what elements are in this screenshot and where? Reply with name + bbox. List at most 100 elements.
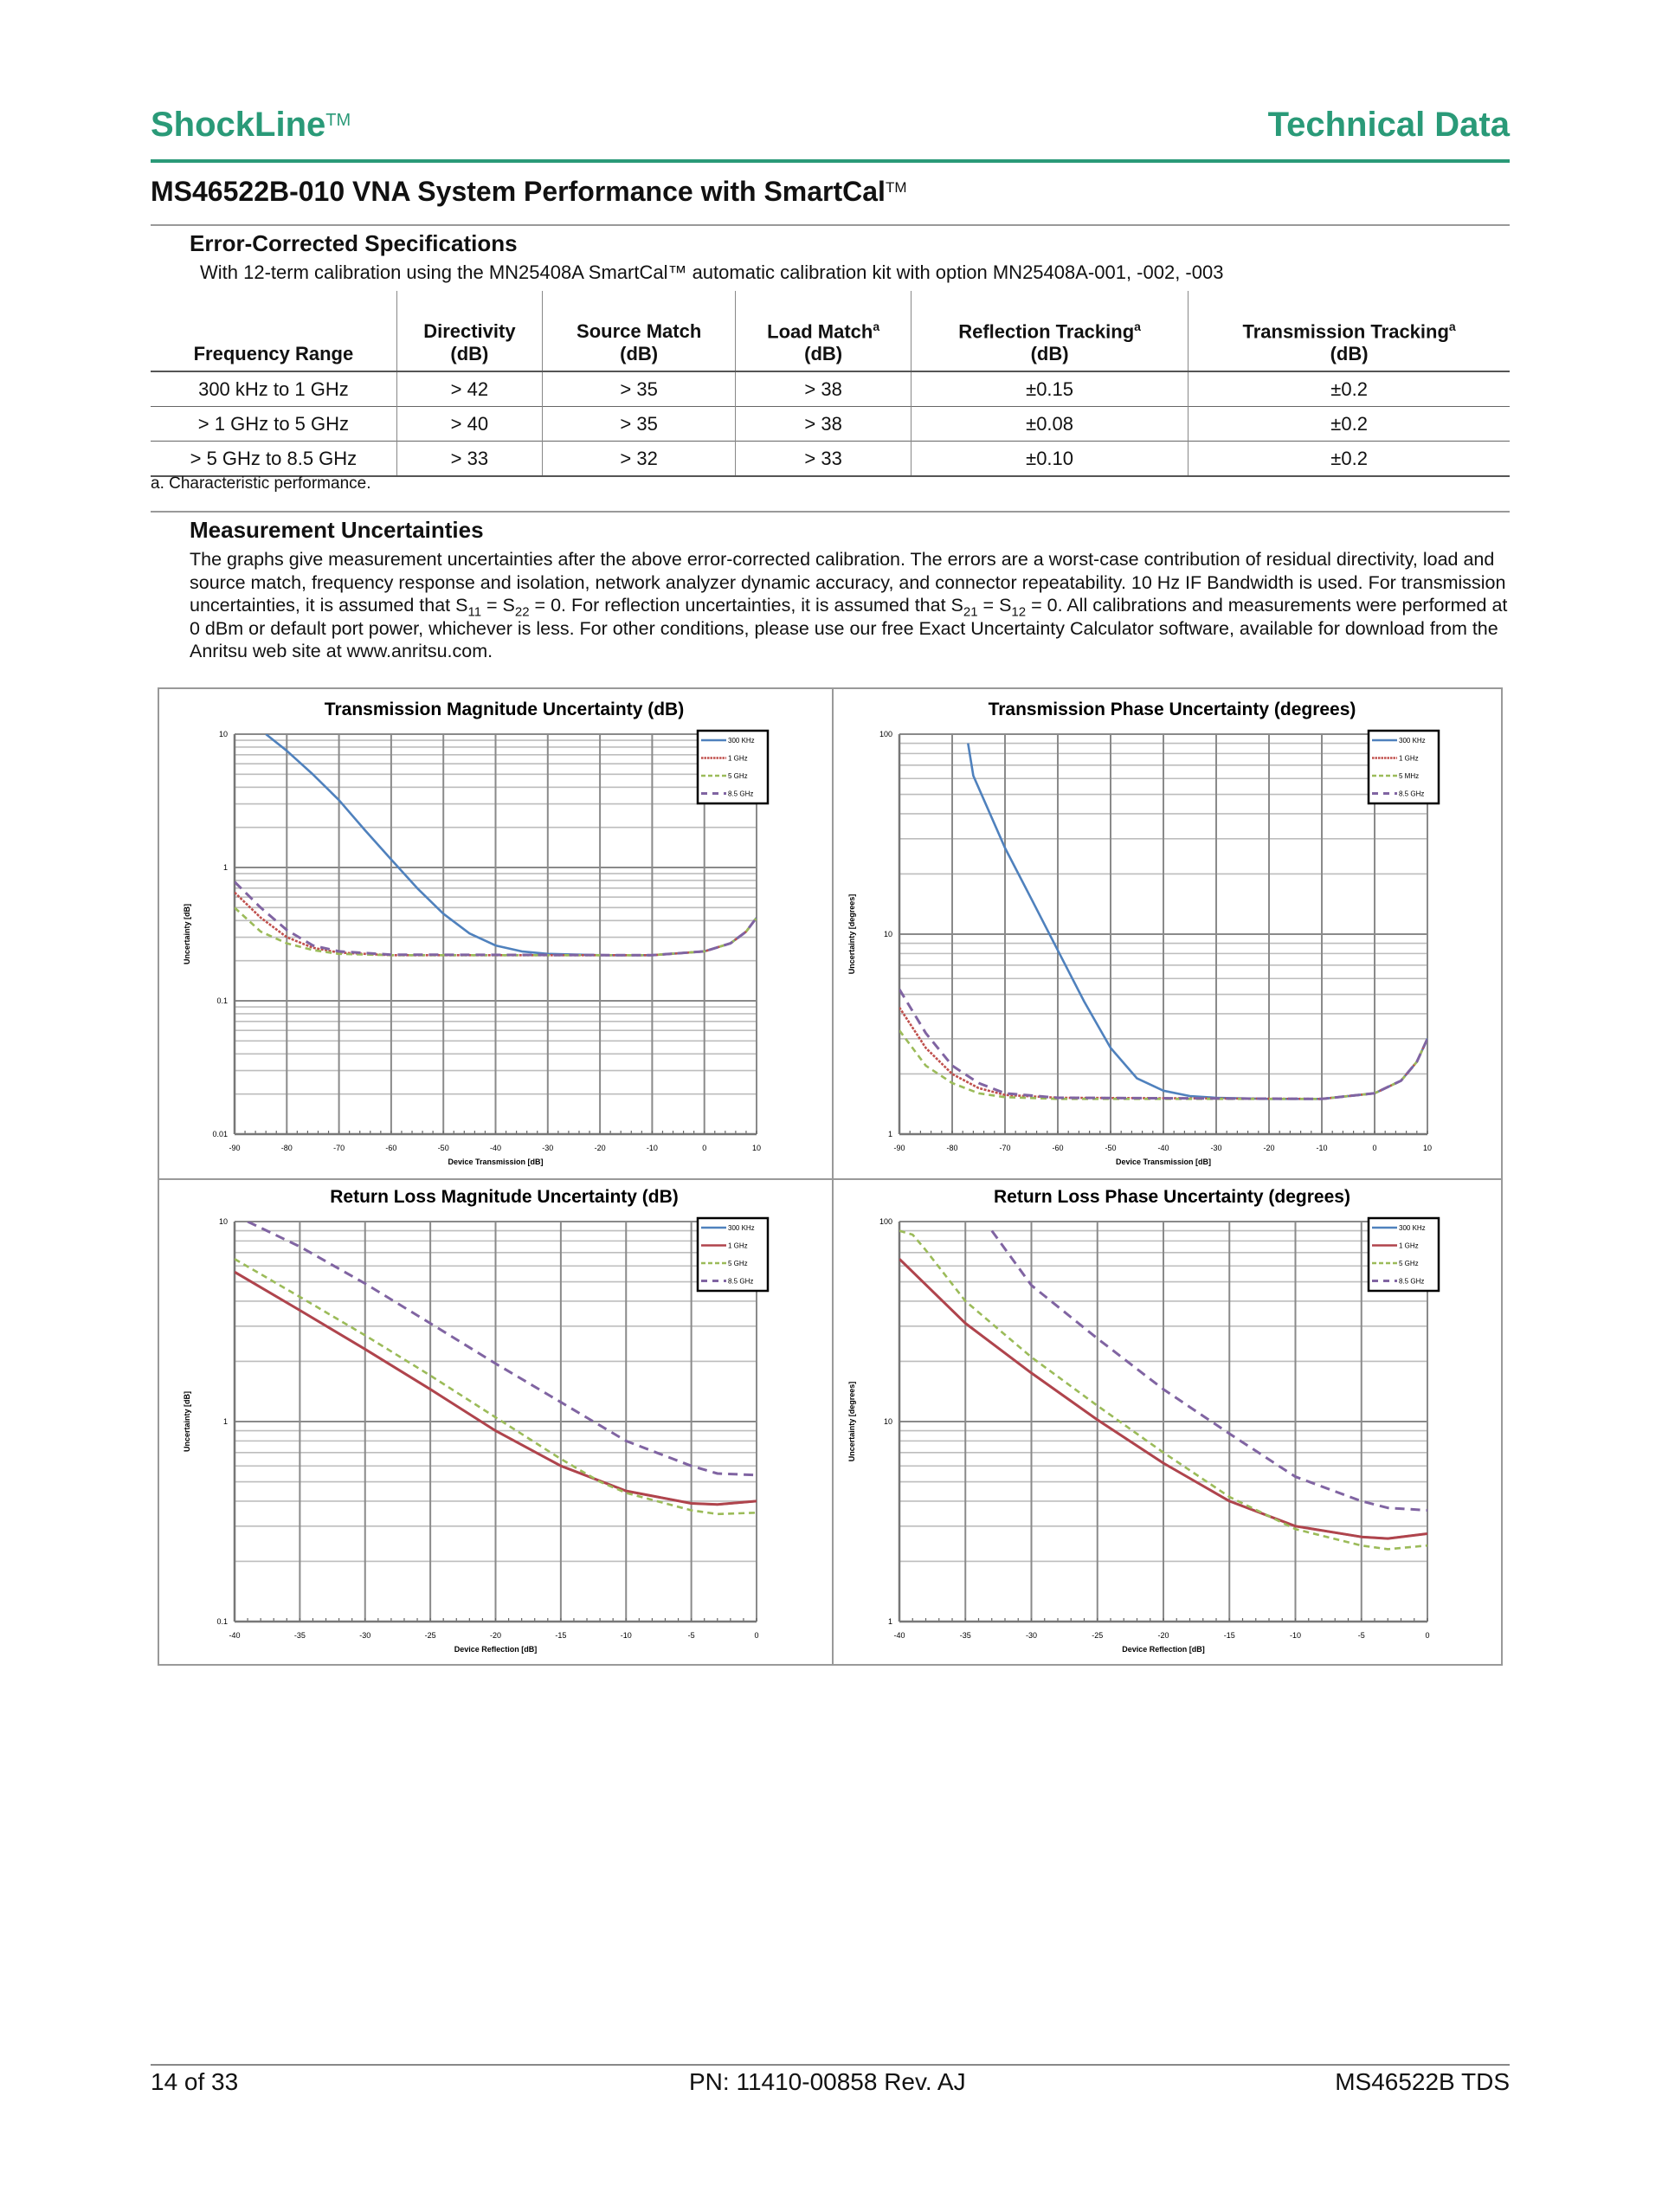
document-name: MS46522B TDS xyxy=(1335,2068,1510,2095)
table-cell: ±0.10 xyxy=(910,441,1189,477)
series-line-5-ghz xyxy=(899,1229,1427,1551)
footnote-marker: a xyxy=(873,319,880,333)
series-line-300-khz xyxy=(967,743,1427,1100)
section-subtitle: With 12-term calibration using the MN254… xyxy=(200,261,1224,283)
table-cell: > 42 xyxy=(396,371,543,407)
series-line-5-ghz xyxy=(235,1258,757,1516)
paragraph-text: = S xyxy=(481,595,515,616)
x-tick-label: -40 xyxy=(1157,1144,1169,1152)
column-header: Frequency Range xyxy=(151,291,397,372)
paragraph-text: = S xyxy=(977,595,1012,616)
x-tick-label: -70 xyxy=(333,1144,345,1152)
x-axis-title: Device Reflection [dB] xyxy=(1122,1645,1205,1654)
chart-grid: Transmission Magnitude Uncertainty (dB) 0… xyxy=(158,687,1503,1666)
y-tick-label: 0.1 xyxy=(216,1617,228,1626)
table-cell: > 33 xyxy=(735,441,912,477)
part-number: PN: 11410-00858 Rev. AJ xyxy=(689,2068,966,2095)
legend-label: 1 GHz xyxy=(728,755,748,763)
legend-label: 8.5 GHz xyxy=(728,790,753,798)
x-axis-title: Device Transmission [dB] xyxy=(448,1158,543,1166)
chart-title: Return Loss Phase Uncertainty (degrees) xyxy=(994,1187,1350,1207)
chart-legend: 300 KHz 1 GHz 5 GHz 8.5 GHz xyxy=(696,1216,770,1293)
chart-legend: 300 KHz 1 GHz 5 GHz 8.5 GHz xyxy=(1367,1216,1440,1293)
x-tick-label: 0 xyxy=(702,1144,706,1152)
x-tick-label: 0 xyxy=(754,1631,758,1640)
measurement-paragraph: The graphs give measurement uncertaintie… xyxy=(190,548,1514,663)
y-tick-label: 1 xyxy=(888,1130,892,1138)
x-tick-label: -30 xyxy=(359,1631,370,1640)
table-footnote: a. Characteristic performance. xyxy=(151,474,371,493)
brand-name: ShockLine xyxy=(151,106,326,144)
legend-label: 1 GHz xyxy=(1399,755,1419,763)
section-heading-measurement: Measurement Uncertainties xyxy=(190,517,484,543)
column-label: Directivity xyxy=(423,320,516,342)
paragraph-text: The graphs give measurement uncertaintie… xyxy=(190,549,1506,616)
table-cell: > 33 xyxy=(396,441,543,477)
legend-label: 8.5 GHz xyxy=(1399,1278,1424,1286)
series-line-1-ghz xyxy=(899,1258,1427,1540)
chart-legend: 300 KHz 1 GHz 5 GHz 8.5 GHz xyxy=(696,729,770,805)
x-tick-label: -40 xyxy=(229,1631,240,1640)
legend-label: 300 KHz xyxy=(1399,737,1426,745)
y-axis-title: Uncertainty [dB] xyxy=(183,1391,191,1452)
subscript: 12 xyxy=(1011,604,1027,620)
legend-label: 8.5 GHz xyxy=(728,1278,753,1286)
legend-label: 5 MHz xyxy=(1399,772,1419,780)
column-unit: (dB) xyxy=(620,343,659,364)
section-heading-error-corrected: Error-Corrected Specifications xyxy=(190,230,518,256)
y-tick-label: 10 xyxy=(884,930,892,938)
table-cell: ±0.15 xyxy=(910,371,1189,407)
legend-label: 300 KHz xyxy=(728,1224,755,1232)
table-cell: > 32 xyxy=(541,441,736,477)
column-label: Load Match xyxy=(767,320,873,342)
column-header: Reflection Trackinga (dB) xyxy=(910,291,1189,372)
x-axis-title: Device Reflection [dB] xyxy=(454,1645,538,1654)
table-cell: ±0.2 xyxy=(1188,406,1510,442)
table-cell: > 35 xyxy=(541,406,736,442)
legend-label: 300 KHz xyxy=(1399,1224,1426,1232)
x-tick-label: -40 xyxy=(490,1144,501,1152)
y-axis-title: Uncertainty [dB] xyxy=(183,904,191,964)
y-tick-label: 100 xyxy=(879,1217,892,1226)
table-cell: ±0.2 xyxy=(1188,441,1510,477)
x-tick-label: -20 xyxy=(595,1144,606,1152)
y-tick-label: 10 xyxy=(884,1417,892,1426)
y-tick-label: 10 xyxy=(219,730,228,738)
y-axis-title: Uncertainty [degrees] xyxy=(847,894,856,975)
table-header-row: Frequency Range Directivity (dB) Source Mat… xyxy=(151,291,1510,372)
x-tick-label: -30 xyxy=(1210,1144,1221,1152)
column-header: Source Match (dB) xyxy=(541,291,736,372)
legend-label: 5 GHz xyxy=(1399,1260,1419,1267)
x-tick-label: -5 xyxy=(688,1631,695,1640)
paragraph-text: = 0. For reflection uncertainties, it is… xyxy=(529,595,963,616)
x-tick-label: -15 xyxy=(555,1631,566,1640)
x-tick-label: -90 xyxy=(229,1144,240,1152)
subscript: 21 xyxy=(963,604,978,620)
chart-title: Transmission Phase Uncertainty (degrees) xyxy=(989,700,1356,719)
trademark: TM xyxy=(885,179,907,196)
section-divider xyxy=(151,511,1510,513)
y-axis-title: Uncertainty [degrees] xyxy=(847,1382,856,1462)
series-line-8-5-ghz xyxy=(990,1229,1427,1512)
table-row: > 5 GHz to 8.5 GHz > 33 > 32 > 33 ±0.10 ±0.2 xyxy=(151,441,1510,477)
table-cell: > 5 GHz to 8.5 GHz xyxy=(151,441,397,477)
y-tick-label: 10 xyxy=(219,1217,228,1226)
series-line-300-khz xyxy=(265,734,757,957)
table-row: > 1 GHz to 5 GHz > 40 > 35 > 38 ±0.08 ±0.2 xyxy=(151,406,1510,442)
legend-box xyxy=(1367,1216,1440,1293)
spec-table: Frequency Range Directivity (dB) Source Mat… xyxy=(151,291,1510,477)
brand-logo: ShockLineTM xyxy=(151,106,351,145)
subscript: 11 xyxy=(467,604,482,620)
column-unit: (dB) xyxy=(804,343,843,364)
footnote-marker: a xyxy=(1448,319,1456,333)
chart-title: Transmission Magnitude Uncertainty (dB) xyxy=(325,700,684,719)
x-tick-label: -70 xyxy=(999,1144,1010,1152)
series-line-1-ghz xyxy=(235,1270,757,1506)
y-tick-label: 1 xyxy=(223,863,228,872)
legend-label: 300 KHz xyxy=(728,737,755,745)
page-title: MS46522B-010 VNA System Performance with… xyxy=(151,176,906,208)
x-tick-label: -35 xyxy=(294,1631,306,1640)
column-label: Reflection Tracking xyxy=(958,320,1135,342)
document-type: Technical Data xyxy=(1267,106,1510,144)
column-unit: (dB) xyxy=(1330,343,1369,364)
